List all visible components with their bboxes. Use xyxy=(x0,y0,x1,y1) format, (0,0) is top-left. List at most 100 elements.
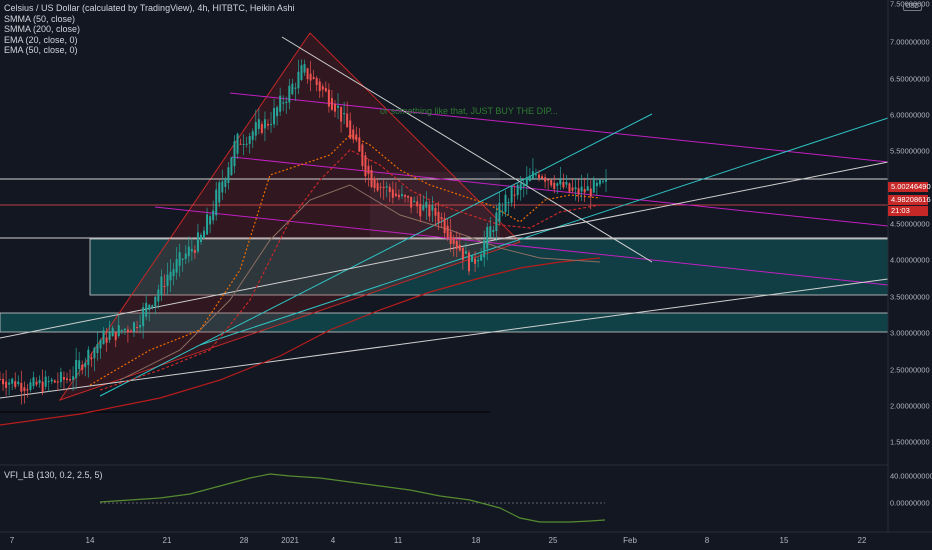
candle-body xyxy=(169,271,172,281)
candle-body xyxy=(184,253,187,259)
candle-body xyxy=(29,382,32,390)
candle-body xyxy=(352,129,355,140)
candle-body xyxy=(20,382,23,392)
candlestick-series xyxy=(0,59,607,405)
candle-body xyxy=(17,381,20,385)
ytick: 1.50000000 xyxy=(890,437,930,447)
candle-body xyxy=(117,325,120,337)
xtick: 25 xyxy=(548,536,558,545)
candle-body xyxy=(330,98,333,110)
legend-indicator-1[interactable]: SMMA (50, close) xyxy=(4,13,76,24)
candle-body xyxy=(385,186,388,188)
candle-body xyxy=(513,194,516,196)
xtick: 21 xyxy=(162,536,172,545)
candle-body xyxy=(263,119,266,129)
candle-body xyxy=(297,71,300,89)
candle-body xyxy=(376,183,379,191)
candle-body xyxy=(425,201,428,208)
candle-body xyxy=(233,141,236,167)
candle-body xyxy=(370,169,373,187)
vfi-tick: 40.00000000 xyxy=(890,471,932,481)
candle-body xyxy=(568,183,571,192)
candle-body xyxy=(504,194,507,212)
candle-body xyxy=(282,102,285,104)
candle-body xyxy=(276,107,279,117)
candle-body xyxy=(5,381,8,388)
candle-body xyxy=(105,337,108,343)
white-diag-down xyxy=(281,36,653,263)
candle-body xyxy=(245,143,248,145)
time-axis[interactable]: 7 14 21 28 2021 4 11 18 25 Feb 8 15 22 xyxy=(0,532,888,550)
vfi-legend[interactable]: VFI_LB (130, 0.2, 2.5, 5) xyxy=(4,470,103,480)
currency-badge[interactable]: USD xyxy=(903,3,922,11)
candle-body xyxy=(257,119,260,129)
demand-zone xyxy=(89,238,889,296)
xtick: 15 xyxy=(779,536,789,545)
xtick: 11 xyxy=(393,536,403,545)
candle-body xyxy=(318,81,321,92)
candle-body xyxy=(340,106,343,122)
candle-body xyxy=(102,330,105,345)
legend-title[interactable]: Celsius / US Dollar (calculated by Tradi… xyxy=(4,3,295,13)
candle-body xyxy=(467,252,470,272)
candle-body xyxy=(108,332,111,341)
candle-body xyxy=(471,255,474,262)
candle-body xyxy=(99,340,102,349)
xtick: 22 xyxy=(857,536,867,545)
candle-body xyxy=(580,186,583,192)
candle-body xyxy=(373,178,376,188)
ytick: 4.50000000 xyxy=(890,219,930,229)
candle-body xyxy=(592,179,595,193)
ytick: 2.50000000 xyxy=(890,365,930,375)
candle-body xyxy=(193,250,196,253)
countdown-tag: 21:03 xyxy=(888,206,928,216)
candle-body xyxy=(416,201,419,207)
candle-body xyxy=(388,186,391,192)
candle-body xyxy=(589,188,592,197)
candle-body xyxy=(166,274,169,287)
candle-body xyxy=(260,124,263,133)
candle-body xyxy=(455,240,458,249)
ytick: 3.00000000 xyxy=(890,328,930,338)
ytick: 2.00000000 xyxy=(890,401,930,411)
chart-annotation[interactable]: or something like that, JUST BUY THE DIP… xyxy=(380,106,558,116)
candle-body xyxy=(437,211,440,223)
candle-body xyxy=(157,289,160,302)
candle-body xyxy=(449,231,452,244)
price-axis[interactable]: 7.50000000 7.00000000 6.50000000 6.00000… xyxy=(888,0,932,532)
candle-body xyxy=(218,182,221,203)
candle-body xyxy=(132,322,135,332)
legend-indicator-4[interactable]: EMA (50, close, 0) xyxy=(4,45,78,55)
candle-body xyxy=(142,307,145,327)
candle-body xyxy=(288,85,291,103)
candle-body xyxy=(254,122,257,136)
candle-body xyxy=(266,123,269,126)
xtick: Feb xyxy=(623,536,637,545)
candle-body xyxy=(565,181,568,185)
candle-body xyxy=(11,378,14,384)
legend-indicator-3[interactable]: EMA (20, close, 0) xyxy=(4,34,78,45)
candle-body xyxy=(446,225,449,238)
ytick: 5.50000000 xyxy=(890,146,930,156)
candle-body xyxy=(203,230,206,239)
candle-body xyxy=(215,189,218,216)
smma-200-line xyxy=(0,257,601,426)
candle-body xyxy=(507,202,510,204)
xtick: 4 xyxy=(330,536,336,545)
candle-body xyxy=(394,193,397,197)
xtick: 7 xyxy=(9,536,15,545)
candle-body xyxy=(361,144,364,167)
candle-body xyxy=(577,188,580,195)
candle-body xyxy=(556,183,559,186)
candle-body xyxy=(41,381,44,392)
legend-indicator-2[interactable]: SMMA (200, close) xyxy=(4,24,81,34)
candle-body xyxy=(410,196,413,208)
candle-body xyxy=(477,259,480,262)
xtick: 14 xyxy=(85,536,95,545)
candle-body xyxy=(123,328,126,331)
candle-body xyxy=(489,226,492,238)
candle-body xyxy=(407,195,410,198)
candle-body xyxy=(346,113,349,128)
candle-body xyxy=(75,359,78,379)
